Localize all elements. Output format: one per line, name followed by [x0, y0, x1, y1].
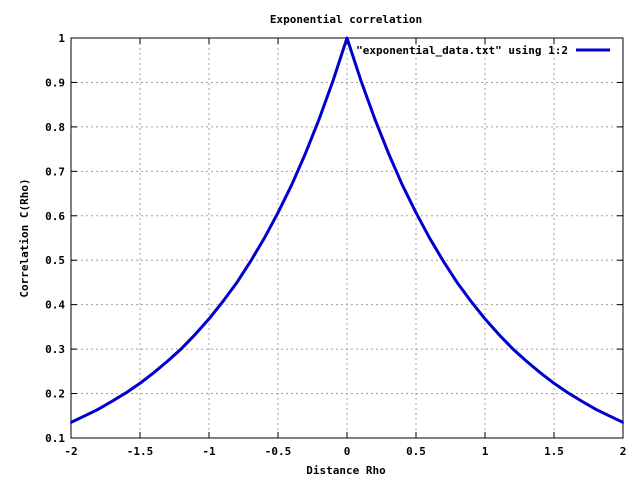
- data-point: [539, 371, 542, 374]
- data-point: [318, 117, 321, 120]
- x-tick-label: 2: [620, 445, 627, 458]
- data-point: [359, 79, 362, 82]
- data-point: [553, 382, 555, 385]
- x-tick-label: -0.5: [265, 445, 292, 458]
- x-tick-label: -2: [64, 445, 77, 458]
- data-point: [442, 260, 445, 263]
- data-point: [497, 333, 500, 336]
- grid-lines: [71, 38, 623, 438]
- y-tick-label: 0.4: [45, 299, 65, 312]
- data-point: [290, 183, 293, 186]
- data-point: [152, 371, 155, 374]
- x-tick-label: -1: [202, 445, 216, 458]
- y-tick-label: 0.8: [45, 121, 65, 134]
- data-point: [111, 400, 114, 403]
- data-point: [415, 211, 417, 214]
- series-layer: [70, 36, 624, 424]
- data-point: [387, 152, 390, 155]
- data-point: [83, 414, 86, 417]
- x-tick-label: 1: [482, 445, 489, 458]
- data-point: [484, 317, 486, 320]
- data-point: [70, 421, 72, 424]
- data-point: [180, 347, 183, 350]
- x-tick-label: 1.5: [544, 445, 564, 458]
- legend: "exponential_data.txt" using 1:2: [356, 44, 610, 57]
- data-point: [456, 281, 459, 284]
- data-point: [249, 260, 252, 263]
- y-axis-label: Correlation C(Rho): [18, 178, 31, 297]
- y-tick-label: 0.7: [45, 165, 65, 178]
- chart-title: Exponential correlation: [270, 13, 422, 26]
- y-tick-label: 0.6: [45, 210, 65, 223]
- data-point: [566, 391, 569, 394]
- x-axis-label: Distance Rho: [306, 464, 386, 477]
- data-point: [221, 300, 224, 303]
- y-tick-label: 0.5: [45, 254, 65, 267]
- data-point: [235, 281, 238, 284]
- data-point: [277, 211, 279, 214]
- data-point: [346, 37, 348, 39]
- data-point: [608, 414, 611, 417]
- data-point: [97, 408, 100, 411]
- data-point: [166, 360, 169, 363]
- data-point: [332, 79, 335, 82]
- data-point: [401, 183, 404, 186]
- legend-label: "exponential_data.txt" using 1:2: [356, 44, 568, 57]
- y-tick-labels: 0.1 0.2 0.3 0.4 0.5 0.6 0.7 0.8 0.9 1: [45, 32, 65, 445]
- data-point: [525, 360, 528, 363]
- data-point: [208, 317, 210, 320]
- x-tick-label: -1.5: [127, 445, 154, 458]
- data-point: [139, 382, 141, 385]
- data-point: [428, 237, 431, 240]
- data-point: [594, 408, 597, 411]
- y-tick-label: 0.3: [45, 343, 65, 356]
- y-tick-label: 0.9: [45, 76, 65, 89]
- x-tick-label: 0.5: [406, 445, 426, 458]
- data-point: [125, 391, 128, 394]
- data-point: [622, 421, 624, 424]
- x-tick-labels: -2 -1.5 -1 -0.5 0 0.5 1 1.5 2: [64, 445, 626, 458]
- axis-ticks: [70, 37, 624, 439]
- data-point: [194, 333, 197, 336]
- data-point: [470, 300, 473, 303]
- data-point: [263, 237, 266, 240]
- data-point: [511, 347, 514, 350]
- x-tick-label: 0: [344, 445, 351, 458]
- y-tick-label: 1: [58, 32, 65, 45]
- y-tick-label: 0.1: [45, 432, 65, 445]
- data-point: [304, 152, 307, 155]
- data-point: [580, 400, 583, 403]
- y-tick-label: 0.2: [45, 388, 65, 401]
- data-point: [373, 117, 376, 120]
